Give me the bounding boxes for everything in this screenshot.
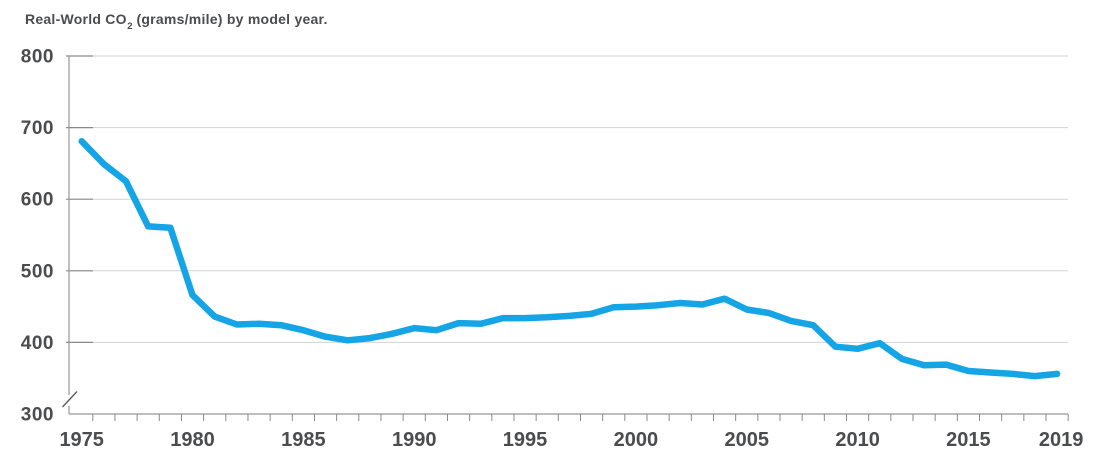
x-axis-label-1985: 1985: [281, 429, 326, 451]
x-axis-label-1990: 1990: [392, 429, 437, 451]
y-axis-label-500: 500: [21, 261, 54, 282]
x-axis-label-2005: 2005: [724, 429, 769, 451]
x-axis-label-2000: 2000: [614, 429, 659, 451]
chart-title: Real-World CO2 (grams/mile) by model yea…: [25, 11, 328, 32]
chart-title-suffix: (grams/mile) by model year.: [132, 11, 328, 27]
x-axis-label-2019: 2019: [1039, 429, 1084, 451]
co2-trend-line: [78, 137, 1061, 380]
y-axis-label-700: 700: [21, 118, 54, 139]
x-axis-label-1995: 1995: [503, 429, 548, 451]
x-axis-label-1975: 1975: [59, 429, 104, 451]
y-axis-label-400: 400: [21, 333, 54, 354]
y-axis-label-800: 800: [21, 47, 54, 68]
chart-title-subscript: 2: [127, 20, 133, 32]
y-axis-label-600: 600: [21, 190, 54, 211]
y-axis-label-300: 300: [21, 405, 54, 426]
x-axis-label-1980: 1980: [170, 429, 215, 451]
x-axis-label-2015: 2015: [946, 429, 991, 451]
x-axis-label-2010: 2010: [835, 429, 880, 451]
chart-title-prefix: Real-World CO: [25, 11, 127, 27]
axis-break-icon: [62, 391, 78, 408]
